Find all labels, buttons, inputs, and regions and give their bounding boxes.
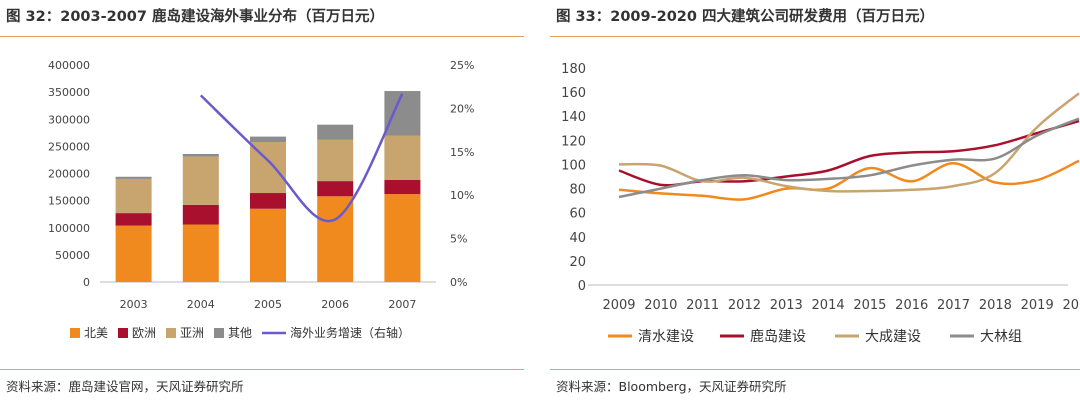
- right-source-note: 资料来源：Bloomberg，天风证券研究所: [556, 379, 787, 394]
- x-tick-label: 2010: [644, 298, 677, 313]
- bar-segment: [317, 181, 354, 197]
- y-tick-label: 0: [83, 276, 90, 289]
- series-line: [618, 159, 1080, 201]
- x-tick-label: 2009: [602, 298, 635, 313]
- bar-segment: [115, 178, 152, 214]
- y-tick-label: 400000: [48, 59, 90, 72]
- bar-segment: [182, 204, 219, 225]
- legend-label: 清水建设: [638, 329, 694, 345]
- x-tick-label: 2004: [187, 298, 215, 311]
- bar-segment: [317, 124, 354, 140]
- y-tick-label: 80: [569, 183, 586, 198]
- legend-swatch: [166, 328, 176, 338]
- left-top-divider: [0, 36, 524, 37]
- y-tick-label: 250000: [48, 140, 90, 153]
- y-tick-label: 60: [569, 207, 586, 222]
- left-chart-title: 图 32：2003-2007 鹿岛建设海外事业分布（百万日元）: [6, 9, 385, 25]
- y-tick-label: 150000: [48, 195, 90, 208]
- growth-line: [199, 93, 404, 223]
- y-tick-label: 160: [561, 86, 586, 101]
- y-tick-label: 350000: [48, 86, 90, 99]
- y2-tick-label: 25%: [450, 59, 474, 72]
- bar-segment: [384, 91, 421, 136]
- legend-label: 北美: [84, 326, 108, 340]
- legend-label: 亚洲: [180, 326, 204, 340]
- legend-swatch: [214, 328, 224, 338]
- y-tick-label: 100: [561, 158, 586, 173]
- bar-segment: [384, 180, 421, 195]
- x-tick-label: 2007: [388, 298, 416, 311]
- y2-tick-label: 20%: [450, 102, 474, 115]
- bar-segment: [182, 153, 219, 157]
- legend-label: 大成建设: [865, 329, 921, 345]
- y-tick-label: 40: [569, 231, 586, 246]
- left-source-note: 资料来源：鹿岛建设官网，天风证券研究所: [6, 379, 244, 394]
- x-tick-label: 2012: [728, 298, 761, 313]
- x-tick-label: 2003: [120, 298, 148, 311]
- y-tick-label: 120: [561, 134, 586, 149]
- right-bottom-divider: [550, 369, 1080, 370]
- right-chart-title: 图 33：2009-2020 四大建筑公司研发费用（百万日元）: [556, 9, 935, 25]
- bar-segment: [317, 139, 354, 182]
- x-tick-label: 2015: [853, 298, 886, 313]
- right-chart-svg: 0 20 40 60 80 100 120 140 160 180 2009 2010 2011 2012…: [561, 62, 1080, 345]
- x-tick-label: 2019: [1021, 298, 1054, 313]
- y2-tick-label: 0%: [450, 276, 467, 289]
- y-tick-label: 140: [561, 110, 586, 125]
- x-tick-label: 2011: [686, 298, 719, 313]
- bar-segment: [250, 208, 286, 282]
- y-tick-label: 300000: [48, 113, 90, 126]
- right-top-divider: [550, 36, 1080, 37]
- series-line: [618, 117, 1080, 199]
- x-tick-label: 2017: [937, 298, 970, 313]
- left-bottom-divider: [0, 369, 524, 370]
- bar-segment: [182, 224, 219, 282]
- bar-segment: [250, 136, 286, 143]
- legend-swatch: [118, 328, 128, 338]
- legend-label: 海外业务增速（右轴）: [290, 325, 410, 340]
- y-tick-label: 100000: [48, 222, 90, 235]
- right-chart-panel: 图 33：2009-2020 四大建筑公司研发费用（百万日元） 0 20 40 60 8…: [550, 0, 1080, 403]
- y-tick-label: 200000: [48, 168, 90, 181]
- x-tick-label: 2006: [321, 298, 349, 311]
- y-tick-label: 0: [578, 279, 586, 294]
- x-tick-label: 2018: [979, 298, 1012, 313]
- y-tick-label: 20: [569, 255, 586, 270]
- bar-segment: [182, 156, 219, 205]
- bar-segment: [115, 225, 152, 282]
- bar-segment: [115, 213, 152, 226]
- x-tick-label: 2013: [770, 298, 803, 313]
- left-chart-svg: 0 50000 100000 150000 200000 250000 300000 3500…: [48, 59, 474, 340]
- x-tick-label: 2005: [254, 298, 282, 311]
- x-tick-label: 2014: [812, 298, 845, 313]
- legend-label: 欧洲: [132, 326, 156, 340]
- bar-segment: [250, 193, 286, 209]
- bar-segment: [384, 135, 421, 181]
- legend-label: 其他: [228, 326, 252, 340]
- bar-segment: [115, 176, 152, 179]
- x-tick-label: 2016: [895, 298, 928, 313]
- y2-tick-label: 5%: [450, 233, 467, 246]
- y-tick-label: 50000: [55, 249, 90, 262]
- bar-segment: [384, 194, 421, 282]
- legend-label: 大林组: [980, 329, 1022, 345]
- left-chart-panel: 图 32：2003-2007 鹿岛建设海外事业分布（百万日元） 0 50000 10…: [0, 0, 524, 403]
- legend-swatch: [70, 328, 80, 338]
- y2-tick-label: 10%: [450, 189, 474, 202]
- bar-segment: [317, 196, 354, 282]
- x-tick-label: 2020: [1062, 298, 1080, 313]
- y-tick-label: 180: [561, 62, 586, 77]
- y2-tick-label: 15%: [450, 146, 474, 159]
- legend-label: 鹿岛建设: [750, 328, 806, 345]
